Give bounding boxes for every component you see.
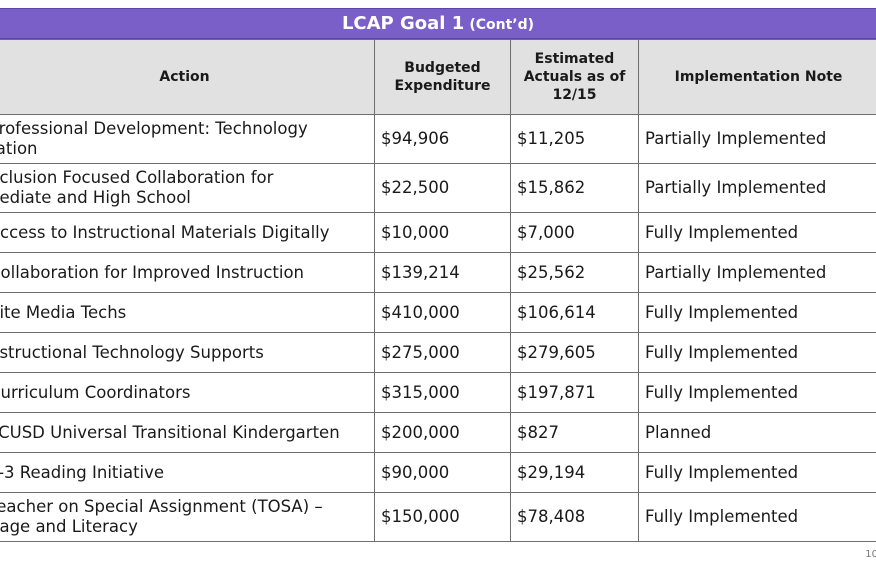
cell-budgeted: $94,906 bbox=[374, 114, 511, 164]
cell-budgeted: $150,000 bbox=[374, 492, 511, 542]
cell-estimated: $29,194 bbox=[510, 452, 639, 493]
cell-action: Teacher on Special Assignment (TOSA) – ua… bbox=[0, 492, 375, 542]
header-action: Action bbox=[0, 39, 375, 115]
cell-action: Site Media Techs bbox=[0, 292, 375, 333]
table-row: Site Media Techs $410,000 $106,614 Fully Im… bbox=[0, 292, 876, 333]
cell-action: Collaboration for Improved Instruction bbox=[0, 252, 375, 293]
cell-budgeted: $315,000 bbox=[374, 372, 511, 413]
cell-estimated: $106,614 bbox=[510, 292, 639, 333]
cell-action: nstructional Technology Supports bbox=[0, 332, 375, 373]
table-row: Professional Development: Technologyrati… bbox=[0, 114, 876, 164]
cell-estimated: $7,000 bbox=[510, 212, 639, 253]
cell-budgeted: $90,000 bbox=[374, 452, 511, 493]
cell-action: K-3 Reading Initiative bbox=[0, 452, 375, 493]
cell-estimated: $25,562 bbox=[510, 252, 639, 293]
cell-implementation-note: Fully Implemented bbox=[638, 292, 876, 333]
cell-action: Professional Development: Technologyrati… bbox=[0, 114, 375, 164]
table-header-row: Action Budgeted Expenditure Estimated Ac… bbox=[0, 39, 876, 115]
cell-budgeted: $275,000 bbox=[374, 332, 511, 373]
page-number: 10 bbox=[865, 549, 876, 560]
cell-estimated: $11,205 bbox=[510, 114, 639, 164]
title-bar: LCAP Goal 1 (Cont’d) bbox=[0, 8, 876, 39]
cell-budgeted: $10,000 bbox=[374, 212, 511, 253]
expenditure-table: Action Budgeted Expenditure Estimated Ac… bbox=[0, 39, 876, 542]
cell-action: nclusion Focused Collaboration for nediat… bbox=[0, 163, 375, 213]
table-row: Access to Instructional Materials Digita… bbox=[0, 212, 876, 253]
header-implementation-note: Implementation Note bbox=[638, 39, 876, 115]
cell-action: TCUSD Universal Transitional Kindergarte… bbox=[0, 412, 375, 453]
cell-implementation-note: Partially Implemented bbox=[638, 114, 876, 164]
cell-action: Curriculum Coordinators bbox=[0, 372, 375, 413]
table-row: Teacher on Special Assignment (TOSA) – ua… bbox=[0, 492, 876, 542]
cell-estimated: $827 bbox=[510, 412, 639, 453]
cell-implementation-note: Planned bbox=[638, 412, 876, 453]
cell-implementation-note: Partially Implemented bbox=[638, 252, 876, 293]
table-row: nclusion Focused Collaboration for nediat… bbox=[0, 163, 876, 213]
cell-implementation-note: Fully Implemented bbox=[638, 372, 876, 413]
table-row: nstructional Technology Supports $275,000… bbox=[0, 332, 876, 373]
cell-implementation-note: Fully Implemented bbox=[638, 492, 876, 542]
table-row: Curriculum Coordinators $315,000 $197,871 F… bbox=[0, 372, 876, 413]
cell-estimated: $78,408 bbox=[510, 492, 639, 542]
cell-implementation-note: Fully Implemented bbox=[638, 212, 876, 253]
cell-budgeted: $22,500 bbox=[374, 163, 511, 213]
slide-title-suffix: (Cont’d) bbox=[469, 17, 535, 33]
table-row: TCUSD Universal Transitional Kindergarte… bbox=[0, 412, 876, 453]
cell-implementation-note: Partially Implemented bbox=[638, 163, 876, 213]
cell-action: Access to Instructional Materials Digita… bbox=[0, 212, 375, 253]
table-row: Collaboration for Improved Instruction $1… bbox=[0, 252, 876, 293]
header-budgeted: Budgeted Expenditure bbox=[374, 39, 511, 115]
cell-estimated: $279,605 bbox=[510, 332, 639, 373]
cell-budgeted: $139,214 bbox=[374, 252, 511, 293]
cell-budgeted: $410,000 bbox=[374, 292, 511, 333]
header-estimated: Estimated Actuals as of 12/15 bbox=[510, 39, 639, 115]
cell-estimated: $197,871 bbox=[510, 372, 639, 413]
cell-implementation-note: Fully Implemented bbox=[638, 452, 876, 493]
slide-title: LCAP Goal 1 bbox=[341, 13, 465, 34]
table-row: K-3 Reading Initiative $90,000 $29,194 Full… bbox=[0, 452, 876, 493]
cell-estimated: $15,862 bbox=[510, 163, 639, 213]
cell-budgeted: $200,000 bbox=[374, 412, 511, 453]
cell-implementation-note: Fully Implemented bbox=[638, 332, 876, 373]
